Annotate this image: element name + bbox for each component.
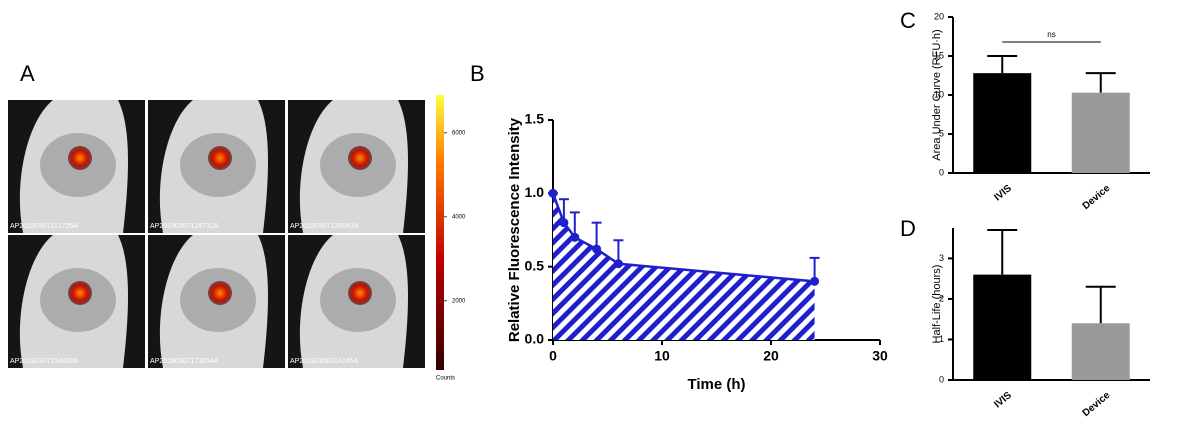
panel-label: B <box>470 61 485 86</box>
y-axis-label: Half-Life (hours) <box>931 265 943 344</box>
image-label: AP20190307112725A <box>10 223 78 230</box>
point <box>592 244 602 254</box>
x-tick-label: 20 <box>763 348 779 364</box>
bar <box>973 274 1032 380</box>
x-tick-label: Device <box>1081 183 1113 212</box>
point <box>613 259 623 269</box>
annotation: ns <box>1047 30 1055 39</box>
image-label: AP20190308114245A <box>290 358 358 365</box>
image-label: AP20190307135043A <box>290 223 359 230</box>
y-tick-label: 0 <box>939 374 944 384</box>
x-tick-label: 0 <box>549 348 557 364</box>
y-tick-label: 2 <box>939 293 944 303</box>
y-tick-label: 3 <box>939 253 944 263</box>
x-axis-label: Time (h) <box>687 376 745 393</box>
point <box>570 232 580 242</box>
y-tick-label: 1.0 <box>525 184 545 200</box>
y-axis-label: Area Under Curve (RFU·h) <box>931 29 943 160</box>
colorbar-tick-label: 4000 <box>452 214 466 220</box>
fluorescence-spot <box>208 281 232 305</box>
panel-label: D <box>900 216 916 241</box>
fluorescence-spot <box>68 281 92 305</box>
y-tick-label: 1.5 <box>525 111 545 127</box>
bar <box>1071 92 1130 173</box>
x-tick-label: Device <box>1081 390 1113 417</box>
y-tick-label: 1 <box>939 334 944 344</box>
point <box>548 188 558 198</box>
y-tick-label: 0 <box>939 167 944 177</box>
x-tick-label: 10 <box>654 348 670 364</box>
x-tick-label: 30 <box>872 348 888 364</box>
image-label: AP20190307154828A <box>10 358 79 365</box>
point <box>559 218 569 228</box>
x-tick-label: IVIS <box>992 183 1014 204</box>
point <box>810 276 820 286</box>
fluorescence-spot <box>348 281 372 305</box>
fluorescence-spot <box>68 146 92 170</box>
y-tick-label: 20 <box>934 11 944 21</box>
panel-label: C <box>900 8 916 33</box>
area <box>553 193 815 340</box>
y-tick-label: 0.0 <box>525 331 545 347</box>
bar <box>1071 323 1130 380</box>
y-tick-label: 15 <box>934 50 944 60</box>
fluorescence-spot <box>208 146 232 170</box>
y-tick-label: 10 <box>934 89 944 99</box>
line <box>551 192 815 283</box>
fluorescence-spot <box>348 146 372 170</box>
y-tick-label: 0.5 <box>525 257 545 273</box>
image-label: AP20190307124732A <box>150 223 219 230</box>
colorbar-tick-label: 6000 <box>452 130 466 136</box>
image-label: AP20190307173054A <box>150 358 219 365</box>
colorbar-label: Counts <box>436 376 455 382</box>
colorbar-tick-label: 2000 <box>452 298 466 304</box>
bar <box>973 73 1032 173</box>
x-tick-label: IVIS <box>992 390 1014 411</box>
y-tick-label: 5 <box>939 128 944 138</box>
colorbar <box>436 95 444 370</box>
y-axis-label: Relative Fluorescence Intensity <box>506 117 523 342</box>
panel-label: A <box>20 61 35 86</box>
